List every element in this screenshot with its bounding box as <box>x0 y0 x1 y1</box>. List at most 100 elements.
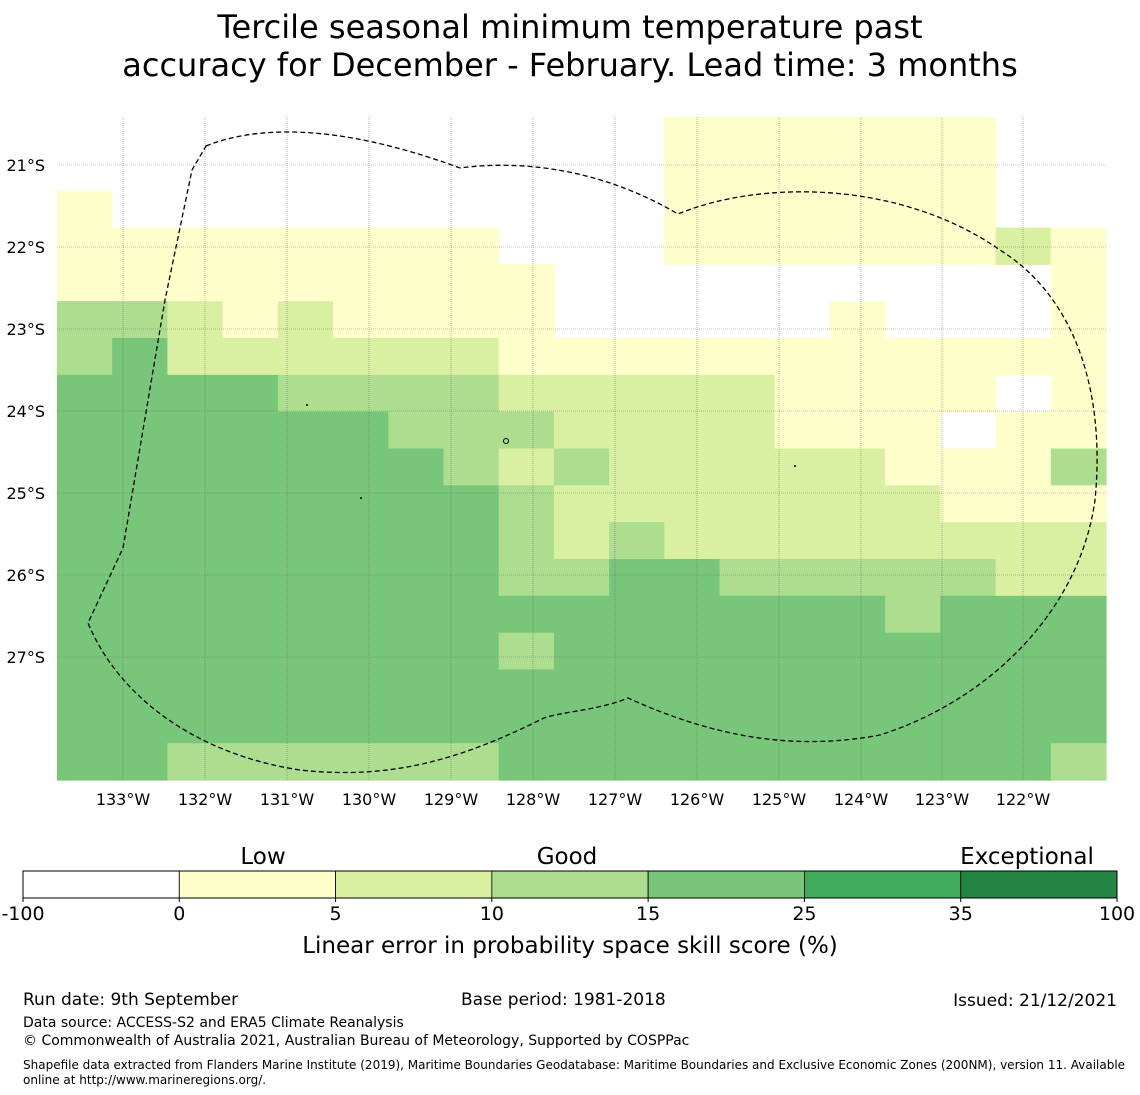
grid-cell <box>553 411 610 450</box>
grid-cell <box>333 632 389 671</box>
grid-cell <box>829 117 886 155</box>
grid-cell <box>940 153 997 192</box>
grid-cell <box>940 227 997 265</box>
grid-cell <box>57 448 113 486</box>
grid-cell <box>1050 411 1107 450</box>
grid-cell <box>609 522 665 560</box>
colorbar-swatch <box>22 870 180 899</box>
grid-cell <box>388 706 445 744</box>
grid-cell <box>443 485 500 523</box>
grid-cell <box>1050 264 1107 302</box>
grid-cell <box>498 595 555 634</box>
grid-cell <box>443 669 500 707</box>
map-title-line-1: Tercile seasonal minimum temperature pas… <box>217 8 923 46</box>
grid-cell <box>609 595 665 634</box>
colorbar-swatch <box>178 870 336 899</box>
grid-cell <box>829 559 886 597</box>
grid-cell <box>167 301 224 339</box>
copyright-notice: © Commonwealth of Australia 2021, Austra… <box>23 1033 690 1049</box>
grid-cell <box>940 117 997 155</box>
grid-cell <box>664 743 721 781</box>
grid-cell <box>333 706 389 744</box>
grid-cell <box>940 706 997 744</box>
grid-cell <box>443 411 500 450</box>
grid-cell <box>829 448 886 486</box>
grid-cell <box>388 669 445 707</box>
grid-cell <box>995 595 1052 634</box>
grid-cell <box>222 632 279 671</box>
grid-cell <box>829 595 886 634</box>
grid-cell <box>829 411 886 450</box>
latitude-labels: 21°S 22°S 23°S 24°S 25°S 26°S 27°S <box>6 156 45 667</box>
grid-cell <box>443 743 500 781</box>
grid-cell <box>57 669 113 707</box>
grid-cell <box>1050 743 1107 781</box>
grid-cell <box>57 632 113 671</box>
grid-cell <box>222 522 279 560</box>
grid-cell <box>609 632 665 671</box>
grid-cell <box>222 743 279 781</box>
grid-cell <box>277 448 334 486</box>
grid-cell <box>664 448 721 486</box>
grid-cell <box>609 669 665 707</box>
grid-cell <box>333 669 389 707</box>
grid-cell <box>112 448 169 486</box>
grid-cell <box>498 522 555 560</box>
grid-cell <box>167 448 224 486</box>
grid-cell <box>553 632 610 671</box>
grid-cell <box>333 595 389 634</box>
grid-cell <box>774 669 831 707</box>
eez-boundary <box>87 131 1098 774</box>
grid-cell <box>774 632 831 671</box>
grid-cell <box>1050 595 1107 634</box>
grid-cell <box>719 338 776 376</box>
colorbar-category-label: Exceptional <box>960 844 1094 870</box>
grid-cell <box>774 706 831 744</box>
grid-cell <box>222 706 279 744</box>
grid-cell <box>1050 448 1107 486</box>
longitude-label: 131°W <box>260 790 315 809</box>
skill-map: 21°S22°S23°S24°S25°S26°S27°S 133°W 132°W 1… <box>1 117 1135 959</box>
issued-date: Issued: 21/12/2021 <box>953 991 1117 1011</box>
grid-cell <box>940 743 997 781</box>
grid-cell <box>664 374 721 413</box>
grid-cell <box>774 374 831 413</box>
longitude-label: 125°W <box>752 790 807 809</box>
base-period: Base period: 1981-2018 <box>461 990 666 1010</box>
grid-cell <box>112 485 169 523</box>
latitude-label: 24°S <box>6 402 45 421</box>
grid-cell <box>885 117 941 155</box>
grid-cell <box>1050 706 1107 744</box>
grid-cell <box>388 522 445 560</box>
grid-cell <box>222 338 279 376</box>
grid-cell <box>333 522 389 560</box>
latitude-label: 27°S <box>6 648 45 667</box>
grid-cell <box>719 485 776 523</box>
grid-cell <box>388 374 445 413</box>
grid-cell <box>553 743 610 781</box>
grid-cell <box>609 485 665 523</box>
grid-cell <box>829 522 886 560</box>
grid-cell <box>885 559 941 597</box>
latitude-label: 23°S <box>6 320 45 339</box>
grid-cell <box>995 448 1052 486</box>
grid-cell <box>553 706 610 744</box>
grid-cell <box>719 559 776 597</box>
grid-cell <box>885 632 941 671</box>
grid-cell <box>719 706 776 744</box>
grid-cell <box>829 153 886 192</box>
grid-cell <box>940 485 997 523</box>
grid-cell <box>167 669 224 707</box>
grid-cell <box>333 448 389 486</box>
grid-cell <box>995 411 1052 450</box>
grid-cell <box>277 559 334 597</box>
grid-cell <box>222 448 279 486</box>
grid-cell <box>719 632 776 671</box>
grid-cell <box>333 411 389 450</box>
latitude-label: 25°S <box>6 484 45 503</box>
grid-cell <box>167 559 224 597</box>
grid-cell <box>609 706 665 744</box>
grid-cell <box>112 595 169 634</box>
grid-cell <box>719 743 776 781</box>
grid-cell <box>443 522 500 560</box>
